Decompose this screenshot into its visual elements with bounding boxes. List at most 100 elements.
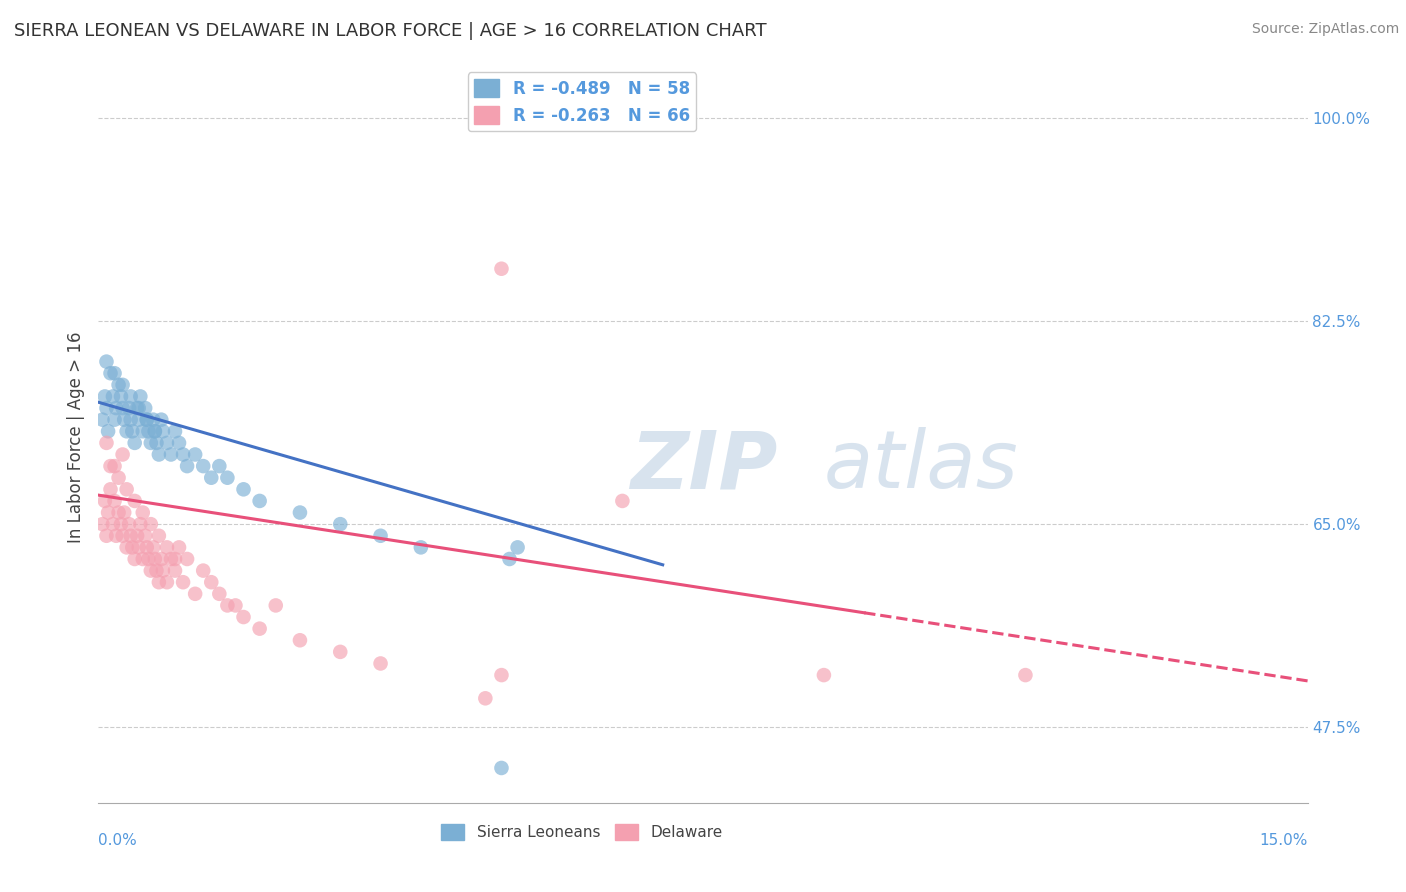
Point: [813, 668, 835, 682]
Point: [160, 448, 183, 462]
Point: [120, 412, 142, 426]
Point: [208, 459, 231, 474]
Point: [176, 552, 198, 566]
Point: [115, 424, 138, 438]
Point: [132, 506, 155, 520]
Point: [111, 377, 134, 392]
Point: [100, 459, 122, 474]
Point: [97, 506, 120, 520]
Point: [96, 401, 118, 415]
Point: [217, 599, 239, 613]
Point: [163, 424, 186, 438]
Point: [120, 389, 142, 403]
Legend: Sierra Leoneans, Delaware: Sierra Leoneans, Delaware: [436, 817, 728, 847]
Point: [138, 424, 160, 438]
Point: [148, 448, 170, 462]
Point: [94, 494, 117, 508]
Point: [288, 633, 311, 648]
Point: [612, 494, 634, 508]
Point: [138, 552, 160, 566]
Point: [264, 599, 287, 613]
Point: [118, 401, 141, 415]
Point: [152, 564, 174, 578]
Point: [370, 657, 392, 671]
Point: [409, 541, 432, 555]
Point: [491, 668, 513, 682]
Point: [163, 564, 186, 578]
Point: [121, 541, 143, 555]
Point: [91, 517, 114, 532]
Point: [1014, 668, 1036, 682]
Point: [132, 552, 155, 566]
Point: [105, 401, 128, 415]
Y-axis label: In Labor Force | Age > 16: In Labor Force | Age > 16: [66, 331, 84, 543]
Point: [124, 436, 146, 450]
Point: [142, 541, 165, 555]
Point: [156, 436, 179, 450]
Point: [112, 412, 135, 426]
Point: [103, 459, 125, 474]
Point: [100, 483, 122, 497]
Point: [112, 506, 135, 520]
Point: [491, 261, 513, 276]
Point: [156, 541, 179, 555]
Point: [100, 366, 122, 380]
Point: [208, 587, 231, 601]
Point: [107, 506, 129, 520]
Point: [145, 564, 167, 578]
Point: [107, 377, 129, 392]
Point: [148, 575, 170, 590]
Point: [127, 529, 149, 543]
Point: [139, 436, 162, 450]
Point: [111, 401, 134, 415]
Point: [135, 412, 157, 426]
Point: [329, 645, 352, 659]
Point: [143, 424, 166, 438]
Text: SIERRA LEONEAN VS DELAWARE IN LABOR FORCE | AGE > 16 CORRELATION CHART: SIERRA LEONEAN VS DELAWARE IN LABOR FORC…: [14, 22, 766, 40]
Point: [118, 517, 141, 532]
Point: [128, 401, 150, 415]
Point: [111, 529, 134, 543]
Point: [143, 424, 166, 438]
Point: [184, 587, 207, 601]
Point: [134, 529, 156, 543]
Point: [232, 483, 254, 497]
Point: [184, 448, 207, 462]
Point: [167, 541, 190, 555]
Point: [115, 541, 138, 555]
Point: [128, 541, 150, 555]
Point: [129, 389, 152, 403]
Point: [124, 552, 146, 566]
Point: [148, 529, 170, 543]
Point: [120, 529, 142, 543]
Point: [101, 389, 124, 403]
Point: [121, 424, 143, 438]
Point: [115, 483, 138, 497]
Text: Source: ZipAtlas.com: Source: ZipAtlas.com: [1251, 22, 1399, 37]
Point: [110, 517, 132, 532]
Point: [96, 436, 118, 450]
Point: [103, 412, 125, 426]
Point: [143, 552, 166, 566]
Point: [172, 575, 194, 590]
Point: [200, 575, 222, 590]
Point: [129, 517, 152, 532]
Point: [107, 471, 129, 485]
Point: [200, 471, 222, 485]
Point: [232, 610, 254, 624]
Point: [139, 564, 162, 578]
Point: [491, 761, 513, 775]
Point: [152, 424, 174, 438]
Point: [132, 424, 155, 438]
Point: [94, 389, 117, 403]
Point: [176, 459, 198, 474]
Point: [139, 517, 162, 532]
Point: [103, 494, 125, 508]
Point: [329, 517, 352, 532]
Point: [217, 471, 239, 485]
Point: [105, 529, 128, 543]
Point: [110, 389, 132, 403]
Point: [370, 529, 392, 543]
Point: [498, 552, 520, 566]
Text: atlas: atlas: [824, 427, 1019, 506]
